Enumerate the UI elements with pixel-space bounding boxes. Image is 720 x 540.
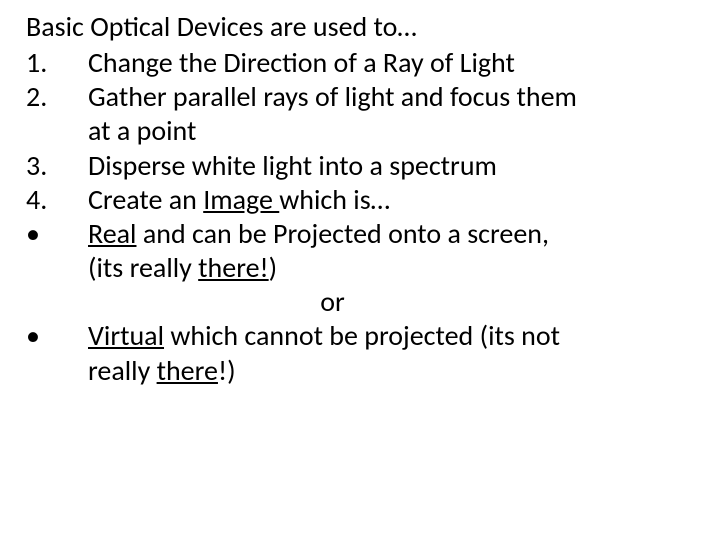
text-line: Gather parallel rays of light and focus … [88,79,577,114]
text-post: which is… [279,182,390,217]
numbered-list: 1. Change the Direction of a Ray of Ligh… [26,46,577,388]
underlined-text: there! [198,250,268,285]
text-segment: really [88,353,157,388]
text-line: at a point [88,113,196,148]
or-separator: or [26,285,577,319]
list-item-2: 2. Gather parallel rays of light and foc… [26,80,577,148]
list-marker: 2. [26,80,88,148]
underlined-text: Image [203,182,279,217]
underlined-text: Real [88,216,136,251]
text-pre: Create an [88,182,203,217]
list-item-1: 1. Change the Direction of a Ray of Ligh… [26,46,577,80]
text-segment: ) [269,250,278,285]
list-text: Gather parallel rays of light and focus … [88,80,577,148]
bullet-item-1: • Real and can be Projected onto a scree… [26,217,577,285]
text-segment: (its really [88,250,198,285]
bullet-marker: • [26,217,88,285]
list-text: Virtual which cannot be projected (its n… [88,319,577,387]
underlined-text: Virtual [88,318,164,353]
list-marker: 4. [26,183,88,217]
list-item-3: 3. Disperse white light into a spectrum [26,149,577,183]
list-item-4: 4. Create an Image which is… [26,183,577,217]
list-text: Create an Image which is… [88,183,577,217]
text-segment: and can be Projected onto a screen, [136,216,549,251]
text-segment: !) [218,353,236,388]
slide: Basic Optical Devices are used to… 1. Ch… [0,0,720,540]
underlined-text: there [157,353,218,388]
slide-title: Basic Optical Devices are used to… [26,10,704,44]
list-text: Disperse white light into a spectrum [88,149,577,183]
or-text: or [88,285,577,319]
list-marker: 1. [26,46,88,80]
bullet-item-2: • Virtual which cannot be projected (its… [26,319,577,387]
list-marker [26,285,88,319]
list-text: Change the Direction of a Ray of Light [88,46,577,80]
list-marker: 3. [26,149,88,183]
list-text: Real and can be Projected onto a screen,… [88,217,577,285]
text-segment: which cannot be projected (its not [164,318,560,353]
bullet-marker: • [26,319,88,387]
